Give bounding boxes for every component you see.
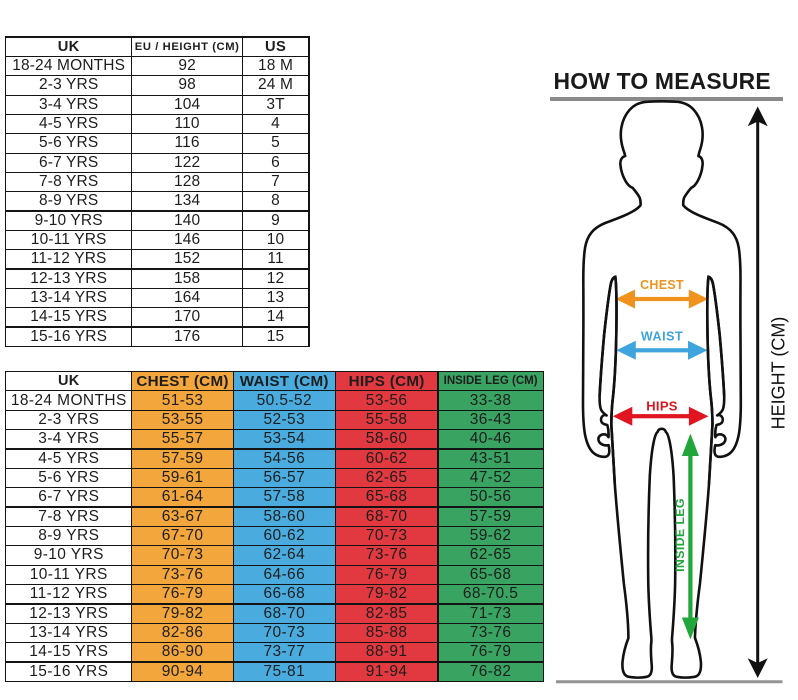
svg-text:CHEST: CHEST [640,278,684,292]
svg-text:HEIGHT (CM): HEIGHT (CM) [769,317,789,430]
svg-text:INSIDE LEG: INSIDE LEG [673,498,687,572]
svg-text:WAIST: WAIST [641,330,683,344]
svg-text:HIPS: HIPS [646,398,678,413]
